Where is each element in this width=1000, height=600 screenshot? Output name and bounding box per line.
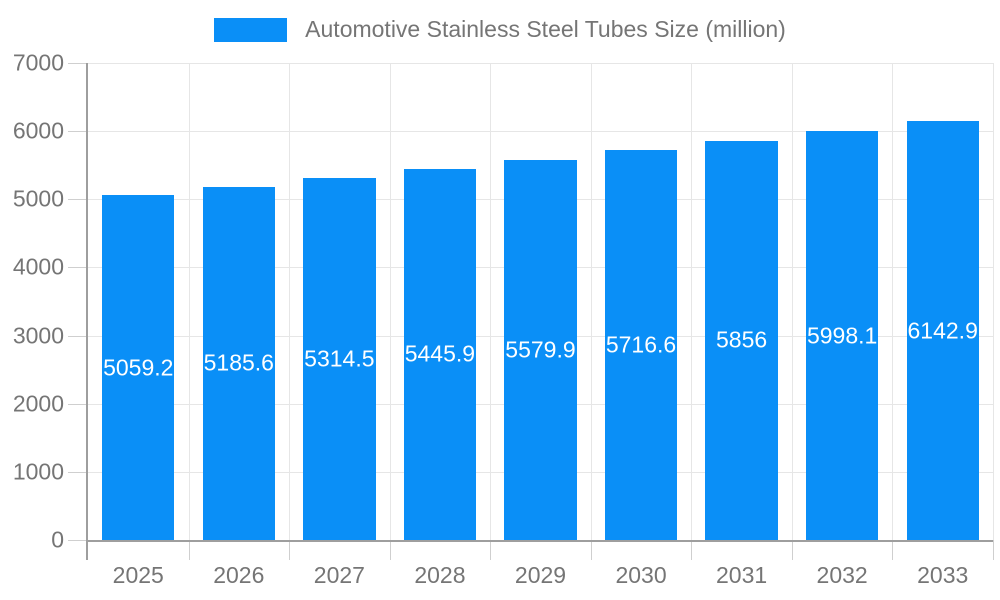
v-gridline xyxy=(691,63,693,540)
x-tick-label: 2029 xyxy=(514,562,567,588)
x-axis-line xyxy=(88,540,993,542)
x-tick-label: 2031 xyxy=(716,562,768,588)
bar-slot: 5998.1 2032 xyxy=(792,63,893,588)
bar-value-label: 5059.2 xyxy=(103,354,174,381)
x-tick xyxy=(389,540,391,560)
y-tick-label: 7000 xyxy=(12,49,64,76)
v-gridline xyxy=(993,63,994,540)
plot-area: 0 1000 2000 3000 4000 5000 6000 7000 5059.2 2025… xyxy=(13,50,994,588)
x-tick-label: 2028 xyxy=(414,562,466,588)
bar-value-label: 5998.1 xyxy=(806,322,878,349)
y-tick xyxy=(68,131,88,133)
bar-slot: 5445.9 2028 xyxy=(390,63,491,588)
v-gridline xyxy=(490,63,492,540)
y-tick-label: 6000 xyxy=(12,117,64,144)
bar[interactable]: 5185.6 xyxy=(202,186,275,540)
bar[interactable]: 5059.2 xyxy=(102,195,175,540)
bar-slot: 5314.5 2027 xyxy=(289,63,390,588)
y-tick-label: 3000 xyxy=(12,322,64,349)
bar-value-label: 5445.9 xyxy=(404,340,476,367)
y-tick xyxy=(68,267,88,269)
x-tick-label: 2026 xyxy=(213,562,265,588)
bar-slot: 5716.6 2030 xyxy=(591,63,692,588)
y-tick xyxy=(68,199,88,201)
bar-value-label: 5716.6 xyxy=(605,331,677,358)
bar[interactable]: 5856 xyxy=(705,140,778,540)
y-tick-label: 5000 xyxy=(12,185,64,212)
x-tick-label: 2027 xyxy=(313,562,365,588)
h-gridline xyxy=(88,131,993,133)
bar[interactable]: 6142.9 xyxy=(906,121,979,540)
v-gridline xyxy=(791,63,793,540)
bar-slot: 5059.2 2025 xyxy=(88,63,189,588)
x-tick-label: 2030 xyxy=(615,562,667,588)
y-tick xyxy=(68,335,88,337)
x-tick xyxy=(993,540,994,560)
bar-slot: 5856 2031 xyxy=(691,63,792,588)
bar-value-label: 5579.9 xyxy=(505,336,576,363)
bar-slot: 5579.9 2029 xyxy=(490,63,591,588)
y-axis-line xyxy=(86,63,88,560)
y-tick-label: 0 xyxy=(51,526,64,553)
legend-swatch[interactable] xyxy=(214,17,288,42)
x-tick xyxy=(691,540,693,560)
x-tick xyxy=(791,540,793,560)
y-tick xyxy=(68,471,88,473)
bar-slot: 5185.6 2026 xyxy=(189,63,290,588)
y-tick xyxy=(68,540,88,541)
x-tick-label: 2033 xyxy=(917,562,969,588)
bar[interactable]: 5998.1 xyxy=(805,131,879,540)
bar[interactable]: 5579.9 xyxy=(504,159,577,540)
v-gridline xyxy=(389,63,391,540)
v-gridline xyxy=(892,63,894,540)
y-tick-label: 4000 xyxy=(12,253,64,280)
h-gridline xyxy=(88,63,993,64)
bar-value-label: 5185.6 xyxy=(203,349,274,376)
bar-value-label: 6142.9 xyxy=(907,317,978,344)
x-tick xyxy=(590,540,592,560)
y-tick-label: 1000 xyxy=(12,458,64,485)
bar-value-label: 5856 xyxy=(715,326,768,353)
v-gridline xyxy=(289,63,291,540)
x-tick xyxy=(892,540,894,560)
y-tick xyxy=(68,63,88,64)
x-tick xyxy=(289,540,291,560)
bar-slot: 6142.9 2033 xyxy=(892,63,993,588)
bar[interactable]: 5314.5 xyxy=(303,177,376,540)
x-tick xyxy=(490,540,492,560)
y-tick xyxy=(68,403,88,405)
bar[interactable]: 5716.6 xyxy=(604,150,678,540)
x-tick-label: 2032 xyxy=(816,562,868,588)
v-gridline xyxy=(188,63,190,540)
x-tick xyxy=(188,540,190,560)
v-gridline xyxy=(590,63,592,540)
y-tick-label: 2000 xyxy=(12,390,64,417)
legend: Automotive Stainless Steel Tubes Size (m… xyxy=(0,16,1000,43)
bar-value-label: 5314.5 xyxy=(304,345,375,372)
legend-label[interactable]: Automotive Stainless Steel Tubes Size (m… xyxy=(305,16,786,42)
x-tick-label: 2025 xyxy=(112,562,164,588)
bar[interactable]: 5445.9 xyxy=(403,168,477,540)
